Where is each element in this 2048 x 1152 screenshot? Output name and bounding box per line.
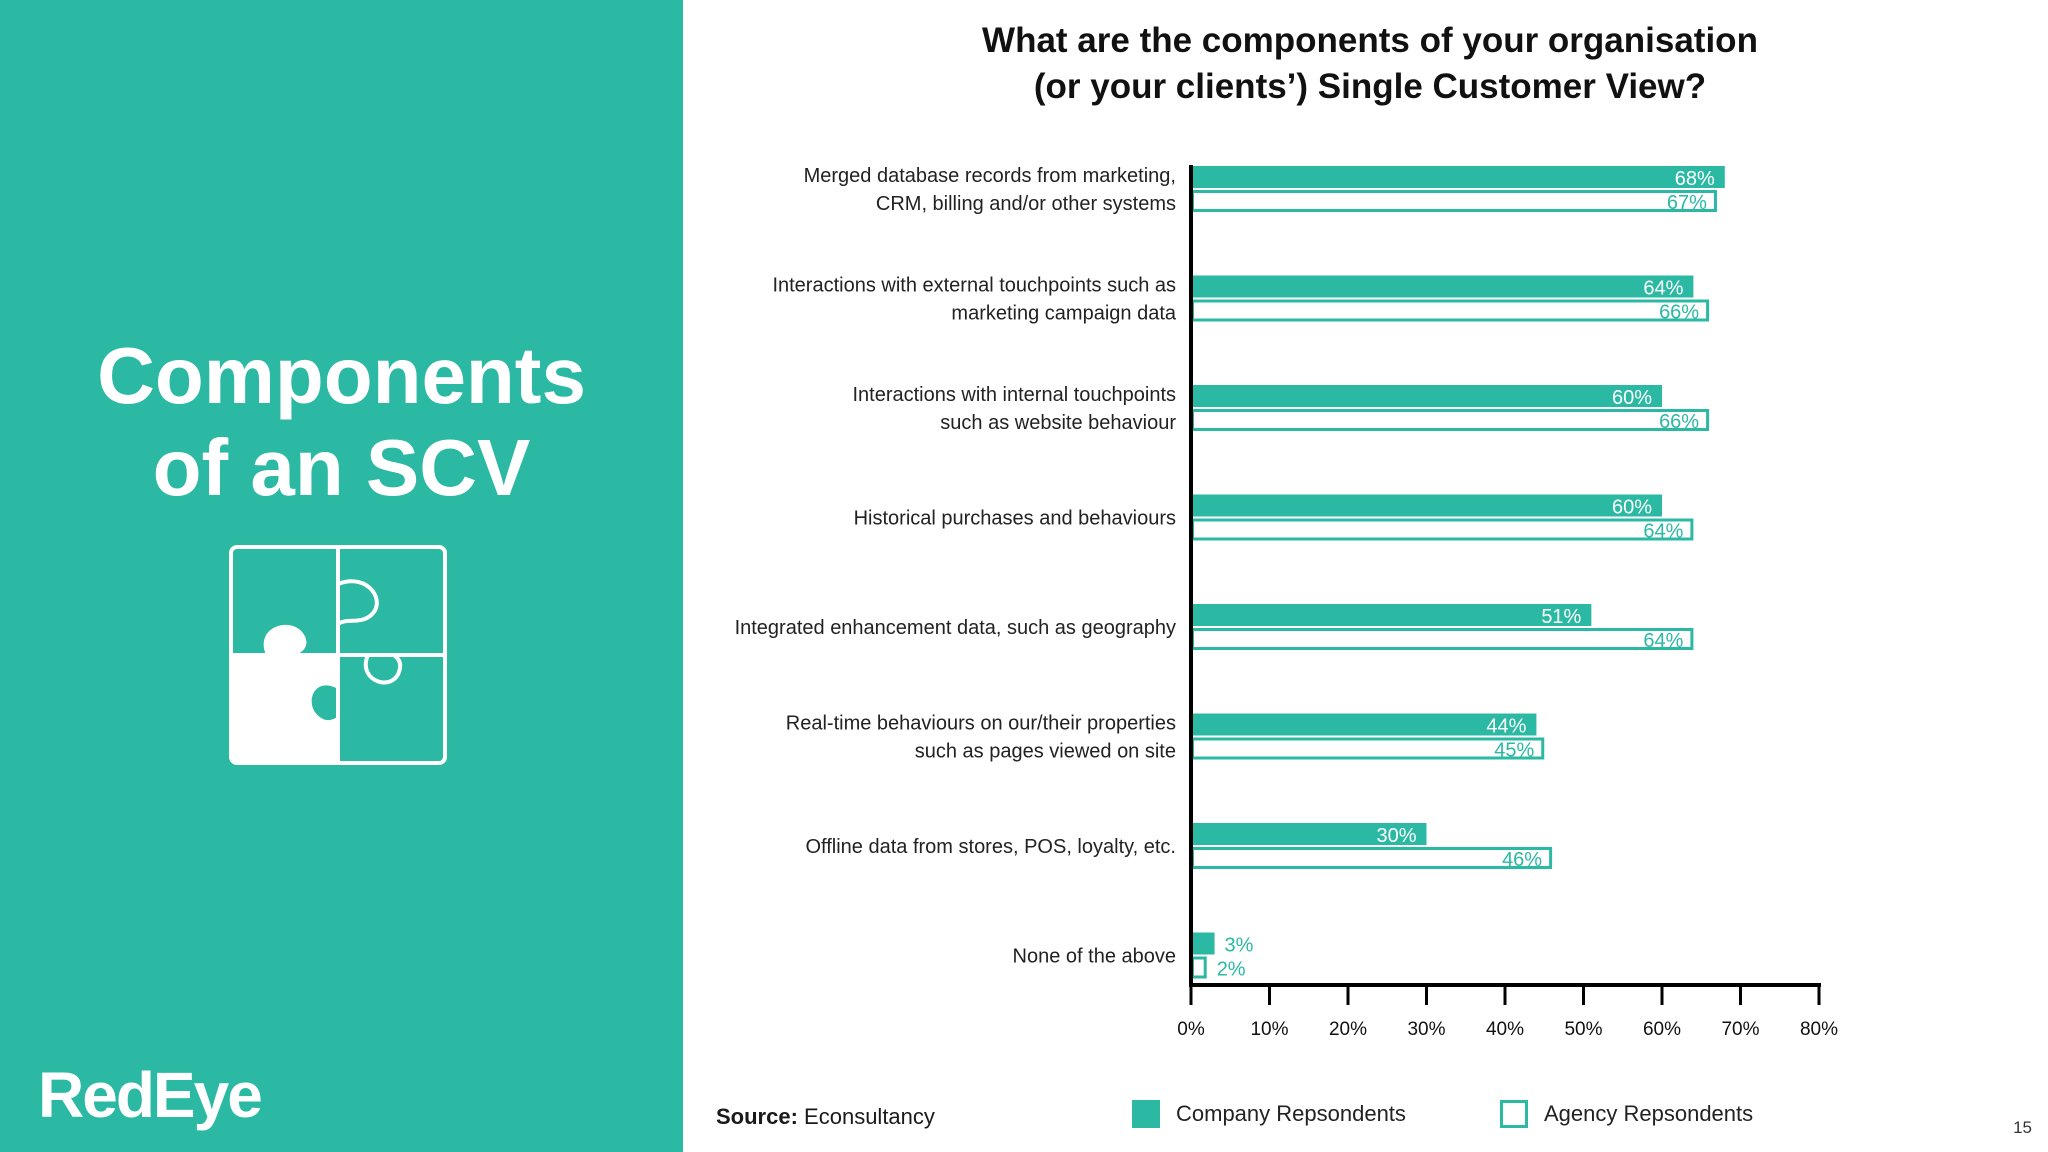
- data-label: 67%: [1667, 192, 1707, 214]
- bar-company: [1191, 275, 1694, 298]
- slide-title-line2: of an SCV: [152, 423, 531, 512]
- data-label: 66%: [1659, 302, 1699, 324]
- source-value: Econsultancy: [804, 1104, 935, 1129]
- page-number: 15: [2013, 1118, 2032, 1137]
- x-tick-label: 80%: [1800, 1019, 1838, 1040]
- data-label: 46%: [1502, 849, 1542, 871]
- bar-agency: [1191, 737, 1545, 760]
- bar-company: [1191, 494, 1662, 517]
- data-label: 2%: [1217, 959, 1246, 981]
- legend-label-company: Company Repsondents: [1176, 1101, 1406, 1126]
- legend-swatch-outline: [1500, 1100, 1528, 1128]
- bar-agency: [1191, 409, 1710, 431]
- data-label: 45%: [1494, 740, 1534, 762]
- bar-company: [1191, 932, 1215, 955]
- category-label: None of the above: [1013, 946, 1176, 968]
- legend-agency: Agency Repsondents: [1500, 1100, 1753, 1128]
- category-label: Interactions with external touchpoints s…: [772, 275, 1176, 325]
- source-note: Source: Econsultancy: [716, 1104, 935, 1130]
- x-tick-label: 50%: [1564, 1019, 1602, 1040]
- redeye-logo: RedEye: [38, 1059, 263, 1131]
- data-label: 64%: [1643, 630, 1683, 652]
- data-label: 64%: [1643, 521, 1683, 543]
- category-label: Offline data from stores, POS, loyalty, …: [805, 836, 1176, 858]
- source-label: Source:: [716, 1104, 798, 1129]
- data-label: 60%: [1612, 497, 1652, 519]
- category-label: Historical purchases and behaviours: [854, 508, 1176, 530]
- x-tick-label: 20%: [1329, 1019, 1367, 1040]
- legend-company: Company Repsondents: [1132, 1100, 1406, 1128]
- bar-company: [1191, 823, 1427, 845]
- title-panel: Components of an SCV RedEye: [0, 0, 683, 1152]
- bar-company: [1191, 166, 1725, 188]
- data-label: 64%: [1643, 278, 1683, 300]
- x-tick-label: 60%: [1643, 1019, 1681, 1040]
- category-label: Integrated enhancement data, such as geo…: [735, 617, 1176, 639]
- x-tick-label: 10%: [1250, 1019, 1288, 1040]
- bar-chart: Merged database records from marketing, C…: [735, 165, 1838, 1040]
- data-label: 51%: [1541, 606, 1581, 628]
- legend-label-agency: Agency Repsondents: [1544, 1101, 1754, 1126]
- chart-title: What are the components of your organisa…: [760, 18, 1980, 110]
- bar-company: [1191, 713, 1537, 736]
- data-label: 60%: [1612, 387, 1652, 409]
- x-tick-label: 0%: [1177, 1019, 1205, 1040]
- x-tick-label: 40%: [1486, 1019, 1524, 1040]
- bar-company: [1191, 604, 1592, 626]
- x-tick-label: 70%: [1721, 1019, 1759, 1040]
- data-label: 3%: [1225, 935, 1254, 957]
- data-label: 68%: [1675, 168, 1715, 190]
- legend-swatch-filled: [1132, 1100, 1160, 1128]
- slide-title-line1: Components: [97, 331, 586, 420]
- bar-agency: [1191, 956, 1207, 979]
- category-label: Interactions with internal touchpoints su…: [852, 384, 1176, 434]
- bar-company: [1191, 385, 1662, 407]
- bar-agency: [1191, 190, 1717, 212]
- bar-agency: [1191, 299, 1710, 322]
- x-tick-label: 30%: [1407, 1019, 1445, 1040]
- category-label: Merged database records from marketing, C…: [804, 165, 1176, 215]
- bar-agency: [1191, 518, 1694, 541]
- chart-title-line1: What are the components of your organisa…: [982, 21, 1758, 60]
- data-label: 66%: [1659, 411, 1699, 433]
- bar-agency: [1191, 628, 1694, 650]
- chart-title-line2: (or your clients’) Single Customer View?: [1033, 67, 1707, 106]
- puzzle-icon: [229, 545, 447, 765]
- data-label: 30%: [1376, 825, 1416, 847]
- category-label: Real-time behaviours on our/their proper…: [786, 713, 1176, 763]
- data-label: 44%: [1486, 716, 1526, 738]
- slide-title: Components of an SCV: [0, 330, 683, 514]
- bar-agency: [1191, 847, 1553, 869]
